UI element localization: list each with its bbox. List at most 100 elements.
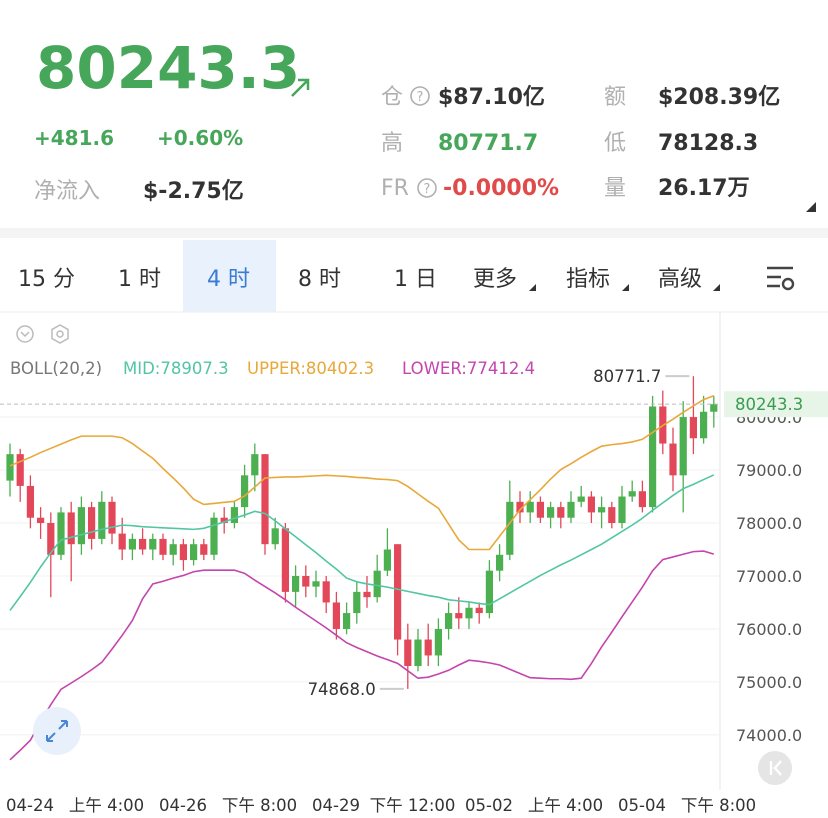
- stat-value: 80771.7: [438, 131, 538, 156]
- x-tick-label: 05-02: [465, 796, 513, 815]
- candle-body: [679, 417, 687, 476]
- y-tick-label: 78000.0: [736, 514, 802, 533]
- y-tick-label: 77000.0: [736, 567, 802, 586]
- fullscreen-button[interactable]: [33, 707, 81, 755]
- separator: [0, 228, 828, 238]
- svg-text:?: ?: [417, 90, 424, 105]
- stat-label: FR: [381, 176, 409, 201]
- net-inflow: $-2.75亿: [143, 179, 244, 204]
- candle-body: [526, 501, 534, 513]
- candle-body: [587, 496, 595, 513]
- change-pct: +0.60%: [157, 126, 243, 150]
- active-tab-bg: [183, 240, 276, 312]
- back-button[interactable]: [758, 751, 792, 785]
- x-tick-label: 05-04: [618, 796, 666, 815]
- candle-body: [506, 501, 514, 555]
- candle-body: [159, 538, 167, 555]
- candle-body: [261, 454, 269, 545]
- stat-value: $87.10亿: [438, 85, 545, 110]
- tab[interactable]: 15 分: [18, 267, 75, 292]
- x-tick-label: 下午 12:00: [370, 796, 456, 815]
- candle-body: [465, 607, 473, 619]
- tab[interactable]: 更多: [473, 267, 517, 292]
- candle-body: [16, 454, 24, 486]
- collapse-icon[interactable]: [16, 325, 34, 343]
- candle-body: [343, 613, 351, 629]
- candle-body: [251, 454, 259, 476]
- y-tick-label: 75000.0: [736, 673, 802, 692]
- stat-value: 26.17万: [658, 176, 750, 201]
- candle-body: [190, 544, 198, 561]
- candle-body: [567, 501, 575, 518]
- candle-body: [353, 591, 361, 614]
- candle-body: [37, 517, 45, 524]
- stat-label: 额: [604, 85, 626, 110]
- legend-lower: LOWER:77412.4: [402, 359, 535, 378]
- candle-body: [394, 544, 402, 640]
- candle-body: [332, 602, 340, 629]
- candle-body: [241, 475, 249, 508]
- last-price-label: 80243.3: [735, 395, 803, 414]
- legend-upper: UPPER:80402.3: [247, 359, 374, 378]
- candle-body: [322, 581, 330, 603]
- candle-body: [179, 544, 187, 561]
- help-icon[interactable]: ?: [417, 178, 437, 198]
- candle-body: [669, 443, 677, 476]
- tab[interactable]: 1 时: [118, 267, 161, 292]
- boll-line: [9, 395, 715, 551]
- y-tick-label: 76000.0: [736, 620, 802, 639]
- y-tick-label: 74000.0: [736, 726, 802, 745]
- candle-body: [363, 591, 371, 598]
- candle-body: [547, 507, 555, 518]
- candle-body: [649, 406, 657, 508]
- candle-body: [536, 501, 544, 518]
- candle-body: [169, 544, 177, 555]
- candle-body: [98, 501, 106, 539]
- tab[interactable]: 高级: [658, 267, 702, 292]
- stat-value: 78128.3: [658, 131, 758, 156]
- expand-triangle[interactable]: [806, 202, 816, 212]
- gear-icon[interactable]: [51, 324, 69, 344]
- candle-body: [200, 544, 208, 555]
- candle-body: [220, 517, 228, 524]
- change: +481.6: [34, 126, 114, 150]
- x-tick-label: 上午 4:00: [528, 796, 603, 815]
- candle-body: [57, 512, 65, 555]
- candle-body: [128, 538, 136, 550]
- candle-body: [139, 538, 147, 550]
- dropdown-triangle: [713, 284, 720, 291]
- candle-body: [445, 613, 453, 629]
- candle-body: [710, 404, 718, 412]
- tab[interactable]: 4 时: [207, 267, 250, 292]
- candle-body: [689, 417, 697, 439]
- candle-body: [598, 507, 606, 513]
- y-tick-label: 79000.0: [736, 461, 802, 480]
- x-tick-label: 04-24: [6, 796, 54, 815]
- tab[interactable]: 1 日: [394, 267, 437, 292]
- candle-body: [26, 485, 34, 518]
- candle-body: [700, 411, 708, 439]
- tab[interactable]: 8 时: [298, 267, 341, 292]
- candle-body: [373, 570, 381, 598]
- candle-body: [281, 528, 289, 592]
- svg-text:?: ?: [424, 182, 431, 197]
- candle-body: [557, 507, 565, 518]
- stat-label: 低: [604, 131, 626, 156]
- candle-body: [414, 639, 422, 667]
- candle-body: [118, 533, 126, 550]
- x-tick-label: 上午 4:00: [69, 796, 144, 815]
- boll-line: [9, 474, 715, 611]
- stat-label: 高: [381, 131, 403, 156]
- x-tick-label: 04-26: [159, 796, 207, 815]
- help-icon[interactable]: ?: [410, 86, 430, 106]
- candle-body: [618, 496, 626, 524]
- tab[interactable]: 指标: [566, 267, 610, 292]
- candle-body: [302, 575, 310, 587]
- candle-body: [88, 507, 96, 539]
- candle-body: [577, 496, 585, 502]
- candle-body: [210, 517, 218, 555]
- stat-value: -0.0000%: [443, 176, 559, 201]
- candle-body: [475, 607, 483, 614]
- settings-icon[interactable]: [767, 266, 795, 291]
